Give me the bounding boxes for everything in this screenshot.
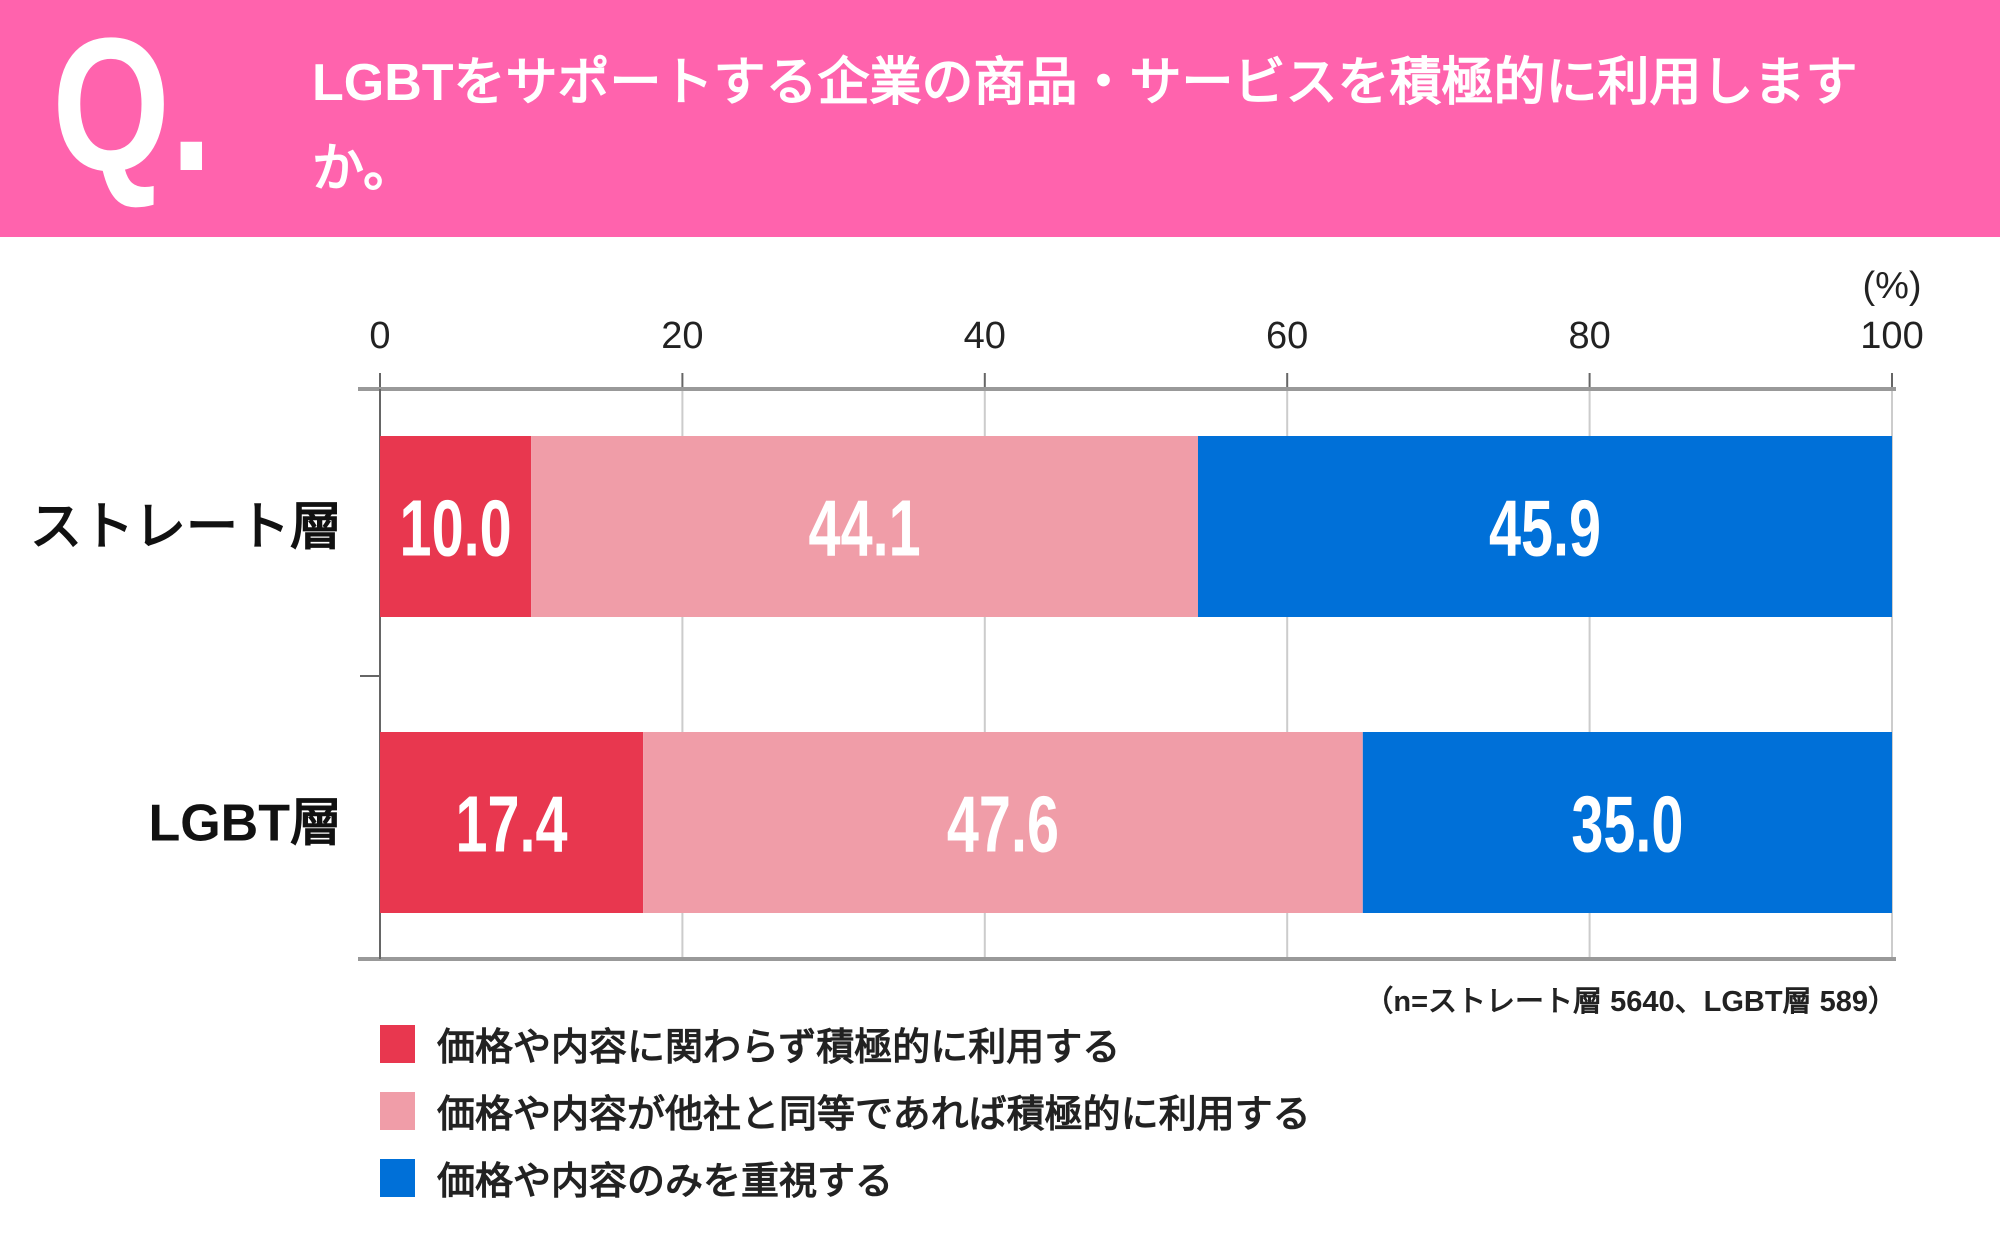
- legend: 価格や内容に関わらず積極的に利用する価格や内容が他社と同等であれば積極的に利用す…: [380, 1010, 1311, 1211]
- unit-label: (%): [1862, 265, 1921, 307]
- bar-value-label: 44.1: [809, 483, 921, 573]
- category-label: ストレート層: [30, 499, 342, 557]
- legend-item: 価格や内容のみを重視する: [380, 1144, 1311, 1211]
- q-mark: Q.: [52, 0, 213, 211]
- bar-segment: [1197, 436, 1892, 617]
- question-title: LGBTをサポートする企業の商品・サービスを積極的に利用しますか。: [312, 54, 1858, 198]
- bar-value-label: 35.0: [1571, 779, 1683, 869]
- x-tick-label: 100: [1860, 315, 1923, 357]
- bar-value-label: 47.6: [947, 779, 1059, 869]
- x-tick-label: 0: [369, 315, 390, 357]
- bar-segment: [380, 436, 532, 617]
- bar-segment: [531, 436, 1198, 617]
- question-header: Q. LGBTをサポートする企業の商品・サービスを積極的に利用しますか。: [0, 0, 2000, 237]
- bar-segment: [1362, 732, 1892, 913]
- legend-label: 価格や内容のみを重視する: [437, 1161, 894, 1203]
- legend-label: 価格や内容に関わらず積極的に利用する: [437, 1027, 1121, 1069]
- legend-swatch: [380, 1158, 415, 1197]
- bar-segment: [643, 732, 1363, 913]
- category-label: LGBT層: [148, 795, 342, 853]
- legend-swatch: [380, 1024, 415, 1063]
- bar-value-label: 10.0: [400, 483, 512, 573]
- x-tick-label: 60: [1266, 315, 1308, 357]
- bar-value-label: 45.9: [1489, 483, 1601, 573]
- legend-item: 価格や内容が他社と同等であれば積極的に利用する: [380, 1077, 1311, 1144]
- legend-item: 価格や内容に関わらず積極的に利用する: [380, 1010, 1311, 1077]
- legend-label: 価格や内容が他社と同等であれば積極的に利用する: [437, 1094, 1311, 1136]
- x-tick-label: 20: [661, 315, 703, 357]
- sample-size-note: （n=ストレート層 5640、LGBT層 589）: [1364, 986, 1897, 1018]
- bar-segment: [380, 732, 644, 913]
- legend-swatch: [380, 1091, 415, 1130]
- x-tick-label: 80: [1568, 315, 1610, 357]
- x-tick-label: 40: [964, 315, 1006, 357]
- bar-value-label: 17.4: [456, 779, 568, 869]
